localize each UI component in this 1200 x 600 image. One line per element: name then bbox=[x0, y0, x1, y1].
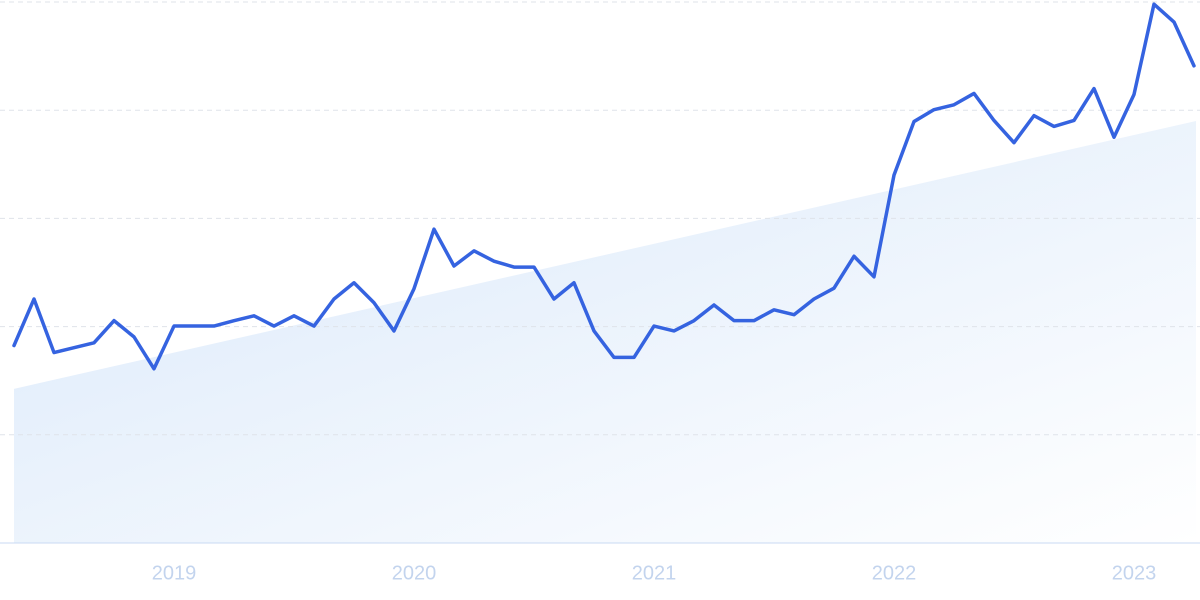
trend-area bbox=[14, 121, 1196, 544]
x-tick-label: 2023 bbox=[1112, 562, 1157, 584]
x-tick-label: 2020 bbox=[392, 562, 437, 584]
line-series bbox=[12, 2, 1196, 371]
x-tick-label: 2022 bbox=[872, 562, 917, 584]
x-tick-label: 2021 bbox=[632, 562, 677, 584]
x-tick-label: 2019 bbox=[152, 562, 197, 584]
